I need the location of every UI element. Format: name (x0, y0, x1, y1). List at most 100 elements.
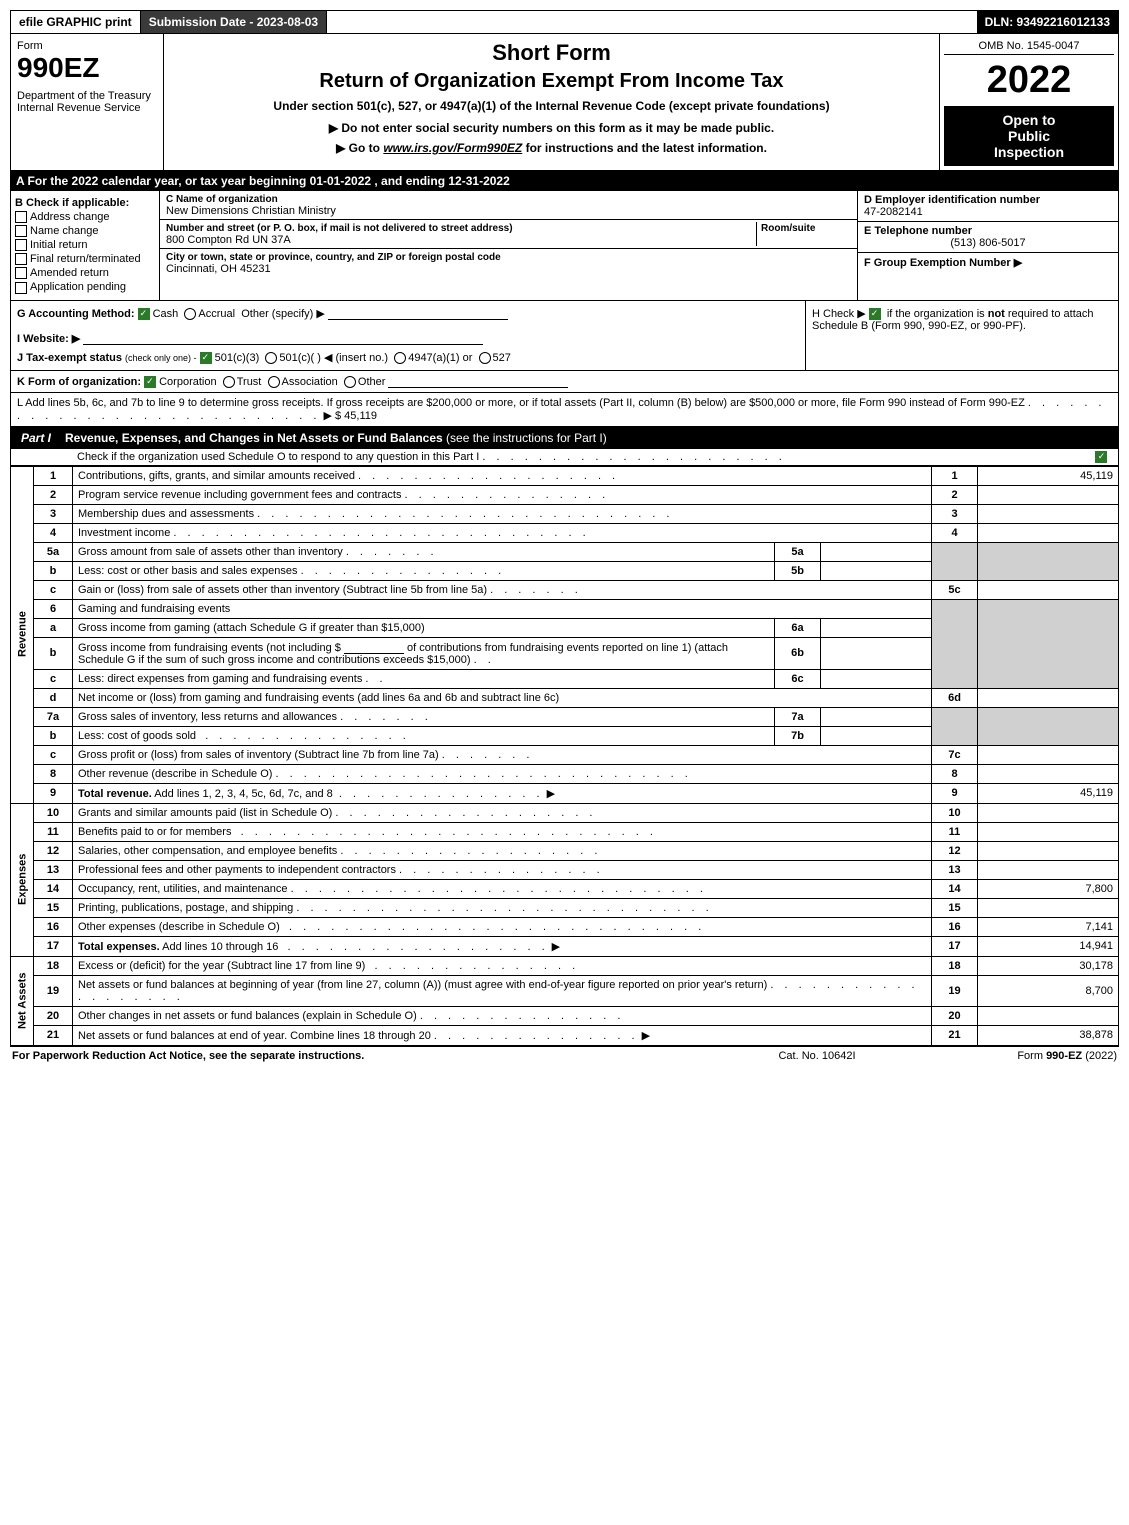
under-section: Under section 501(c), 527, or 4947(a)(1)… (170, 99, 933, 113)
accrual-checkbox[interactable] (184, 308, 196, 320)
line-13-num: 13 (34, 860, 73, 879)
dots: . . . . . . . . . . . . . . . . . . . (340, 845, 601, 857)
other-org-input[interactable] (388, 375, 568, 388)
line-17-rn: 17 (932, 936, 978, 956)
line-12-amount (978, 841, 1119, 860)
line-8-rn: 8 (932, 764, 978, 783)
line-12-num: 12 (34, 841, 73, 860)
box-b: B Check if applicable: Address change Na… (11, 191, 160, 300)
line-7c-rn: 7c (932, 745, 978, 764)
app-pending-checkbox[interactable] (15, 282, 27, 294)
corp-label: Corporation (159, 376, 216, 388)
line-6d-rn: 6d (932, 688, 978, 707)
website-input[interactable] (83, 332, 483, 345)
line-7a-desc: Gross sales of inventory, less returns a… (78, 711, 337, 723)
trust-checkbox[interactable] (223, 376, 235, 388)
final-return-checkbox[interactable] (15, 253, 27, 265)
cash-checkbox[interactable] (138, 308, 150, 320)
form-number: 990EZ (17, 52, 157, 84)
line-4-rn: 4 (932, 523, 978, 542)
line-6c-sn: 6c (775, 669, 821, 688)
line-6a-sn: 6a (775, 618, 821, 637)
501c3-checkbox[interactable] (200, 352, 212, 364)
line-9-desc: Total revenue. (78, 788, 152, 800)
line-6-num: 6 (34, 599, 73, 618)
initial-return-checkbox[interactable] (15, 239, 27, 251)
org-name-label: C Name of organization (166, 194, 278, 205)
dept-label: Department of the Treasury Internal Reve… (17, 90, 157, 114)
527-checkbox[interactable] (479, 352, 491, 364)
line-20-amount (978, 1006, 1119, 1025)
part-i-table: Revenue 1 Contributions, gifts, grants, … (10, 466, 1119, 1046)
dots: . . . . . . . . . . . . . . . . . . . (335, 807, 596, 819)
line-5a-desc: Gross amount from sale of assets other t… (78, 546, 343, 558)
netassets-side-label: Net Assets (11, 956, 34, 1045)
line-6c-subval (821, 669, 932, 688)
address-change-label: Address change (30, 211, 110, 223)
dots: . . . . . . . . . . . . . . . (339, 788, 544, 800)
line-1-rn: 1 (932, 466, 978, 485)
amended-return-label: Amended return (30, 267, 109, 279)
schedule-o-checkbox[interactable] (1095, 451, 1107, 463)
dots: . . . . . . . . . . . . . . . . . . . . … (173, 527, 589, 539)
line-14-desc: Occupancy, rent, utilities, and maintena… (78, 883, 288, 895)
assoc-checkbox[interactable] (268, 376, 280, 388)
line-6b-blank[interactable] (344, 641, 404, 654)
amended-return-checkbox[interactable] (15, 267, 27, 279)
501c-checkbox[interactable] (265, 352, 277, 364)
line-5b-subval (821, 561, 932, 580)
row-k: K Form of organization: Corporation Trus… (10, 371, 1119, 393)
form-of-org-label: K Form of organization: (17, 376, 141, 388)
line-6c-num: c (34, 669, 73, 688)
open-line2: Public (950, 128, 1108, 144)
dots: . . . . . . . (490, 584, 582, 596)
address-change-checkbox[interactable] (15, 211, 27, 223)
ein-value: 47-2082141 (864, 206, 923, 218)
line-21-rn: 21 (932, 1025, 978, 1045)
irs-link[interactable]: www.irs.gov/Form990EZ (383, 141, 522, 155)
line-4-amount (978, 523, 1119, 542)
dots: . . . . . . . . . . . . . . . (375, 960, 580, 972)
501c3-label: 501(c)(3) (215, 352, 260, 364)
h-checkbox[interactable] (869, 308, 881, 320)
goto-post: for instructions and the latest informat… (522, 141, 767, 155)
line-3-rn: 3 (932, 504, 978, 523)
do-not-enter: ▶ Do not enter social security numbers o… (170, 121, 933, 135)
corp-checkbox[interactable] (144, 376, 156, 388)
line-20-desc: Other changes in net assets or fund bala… (78, 1010, 417, 1022)
other-specify-input[interactable] (328, 307, 508, 320)
line-15-num: 15 (34, 898, 73, 917)
name-change-checkbox[interactable] (15, 225, 27, 237)
street-label: Number and street (or P. O. box, if mail… (166, 223, 513, 234)
street-value: 800 Compton Rd UN 37A (166, 234, 291, 246)
line-7b-desc: Less: cost of goods sold (78, 730, 196, 742)
line-9-num: 9 (34, 783, 73, 803)
line-3-num: 3 (34, 504, 73, 523)
dots: . . . . . . . (346, 546, 438, 558)
form-word: Form (17, 40, 157, 52)
box-c: C Name of organization New Dimensions Ch… (160, 191, 857, 300)
line-21-num: 21 (34, 1025, 73, 1045)
line-6a-desc: Gross income from gaming (attach Schedul… (73, 618, 775, 637)
line-14-amount: 7,800 (978, 879, 1119, 898)
line-14-rn: 14 (932, 879, 978, 898)
other-org-checkbox[interactable] (344, 376, 356, 388)
accrual-label: Accrual (198, 308, 235, 320)
4947-checkbox[interactable] (394, 352, 406, 364)
phone-label: E Telephone number (864, 225, 972, 237)
line-13-desc: Professional fees and other payments to … (78, 864, 396, 876)
dln-label: DLN: 93492216012133 (977, 11, 1118, 33)
line-2-desc: Program service revenue including govern… (78, 489, 401, 501)
line-15-rn: 15 (932, 898, 978, 917)
cat-no: Cat. No. 10642I (717, 1050, 917, 1062)
line-7c-amount (978, 745, 1119, 764)
line-5c-rn: 5c (932, 580, 978, 599)
dots: . . . . . . . . . . . . . . . (420, 1010, 625, 1022)
expenses-side-label: Expenses (11, 803, 34, 956)
line-18-amount: 30,178 (978, 956, 1119, 975)
line-5a-sn: 5a (775, 542, 821, 561)
room-label: Room/suite (761, 223, 815, 234)
line-7b-subval (821, 726, 932, 745)
efile-print-button[interactable]: efile GRAPHIC print (11, 11, 141, 33)
line-12-rn: 12 (932, 841, 978, 860)
